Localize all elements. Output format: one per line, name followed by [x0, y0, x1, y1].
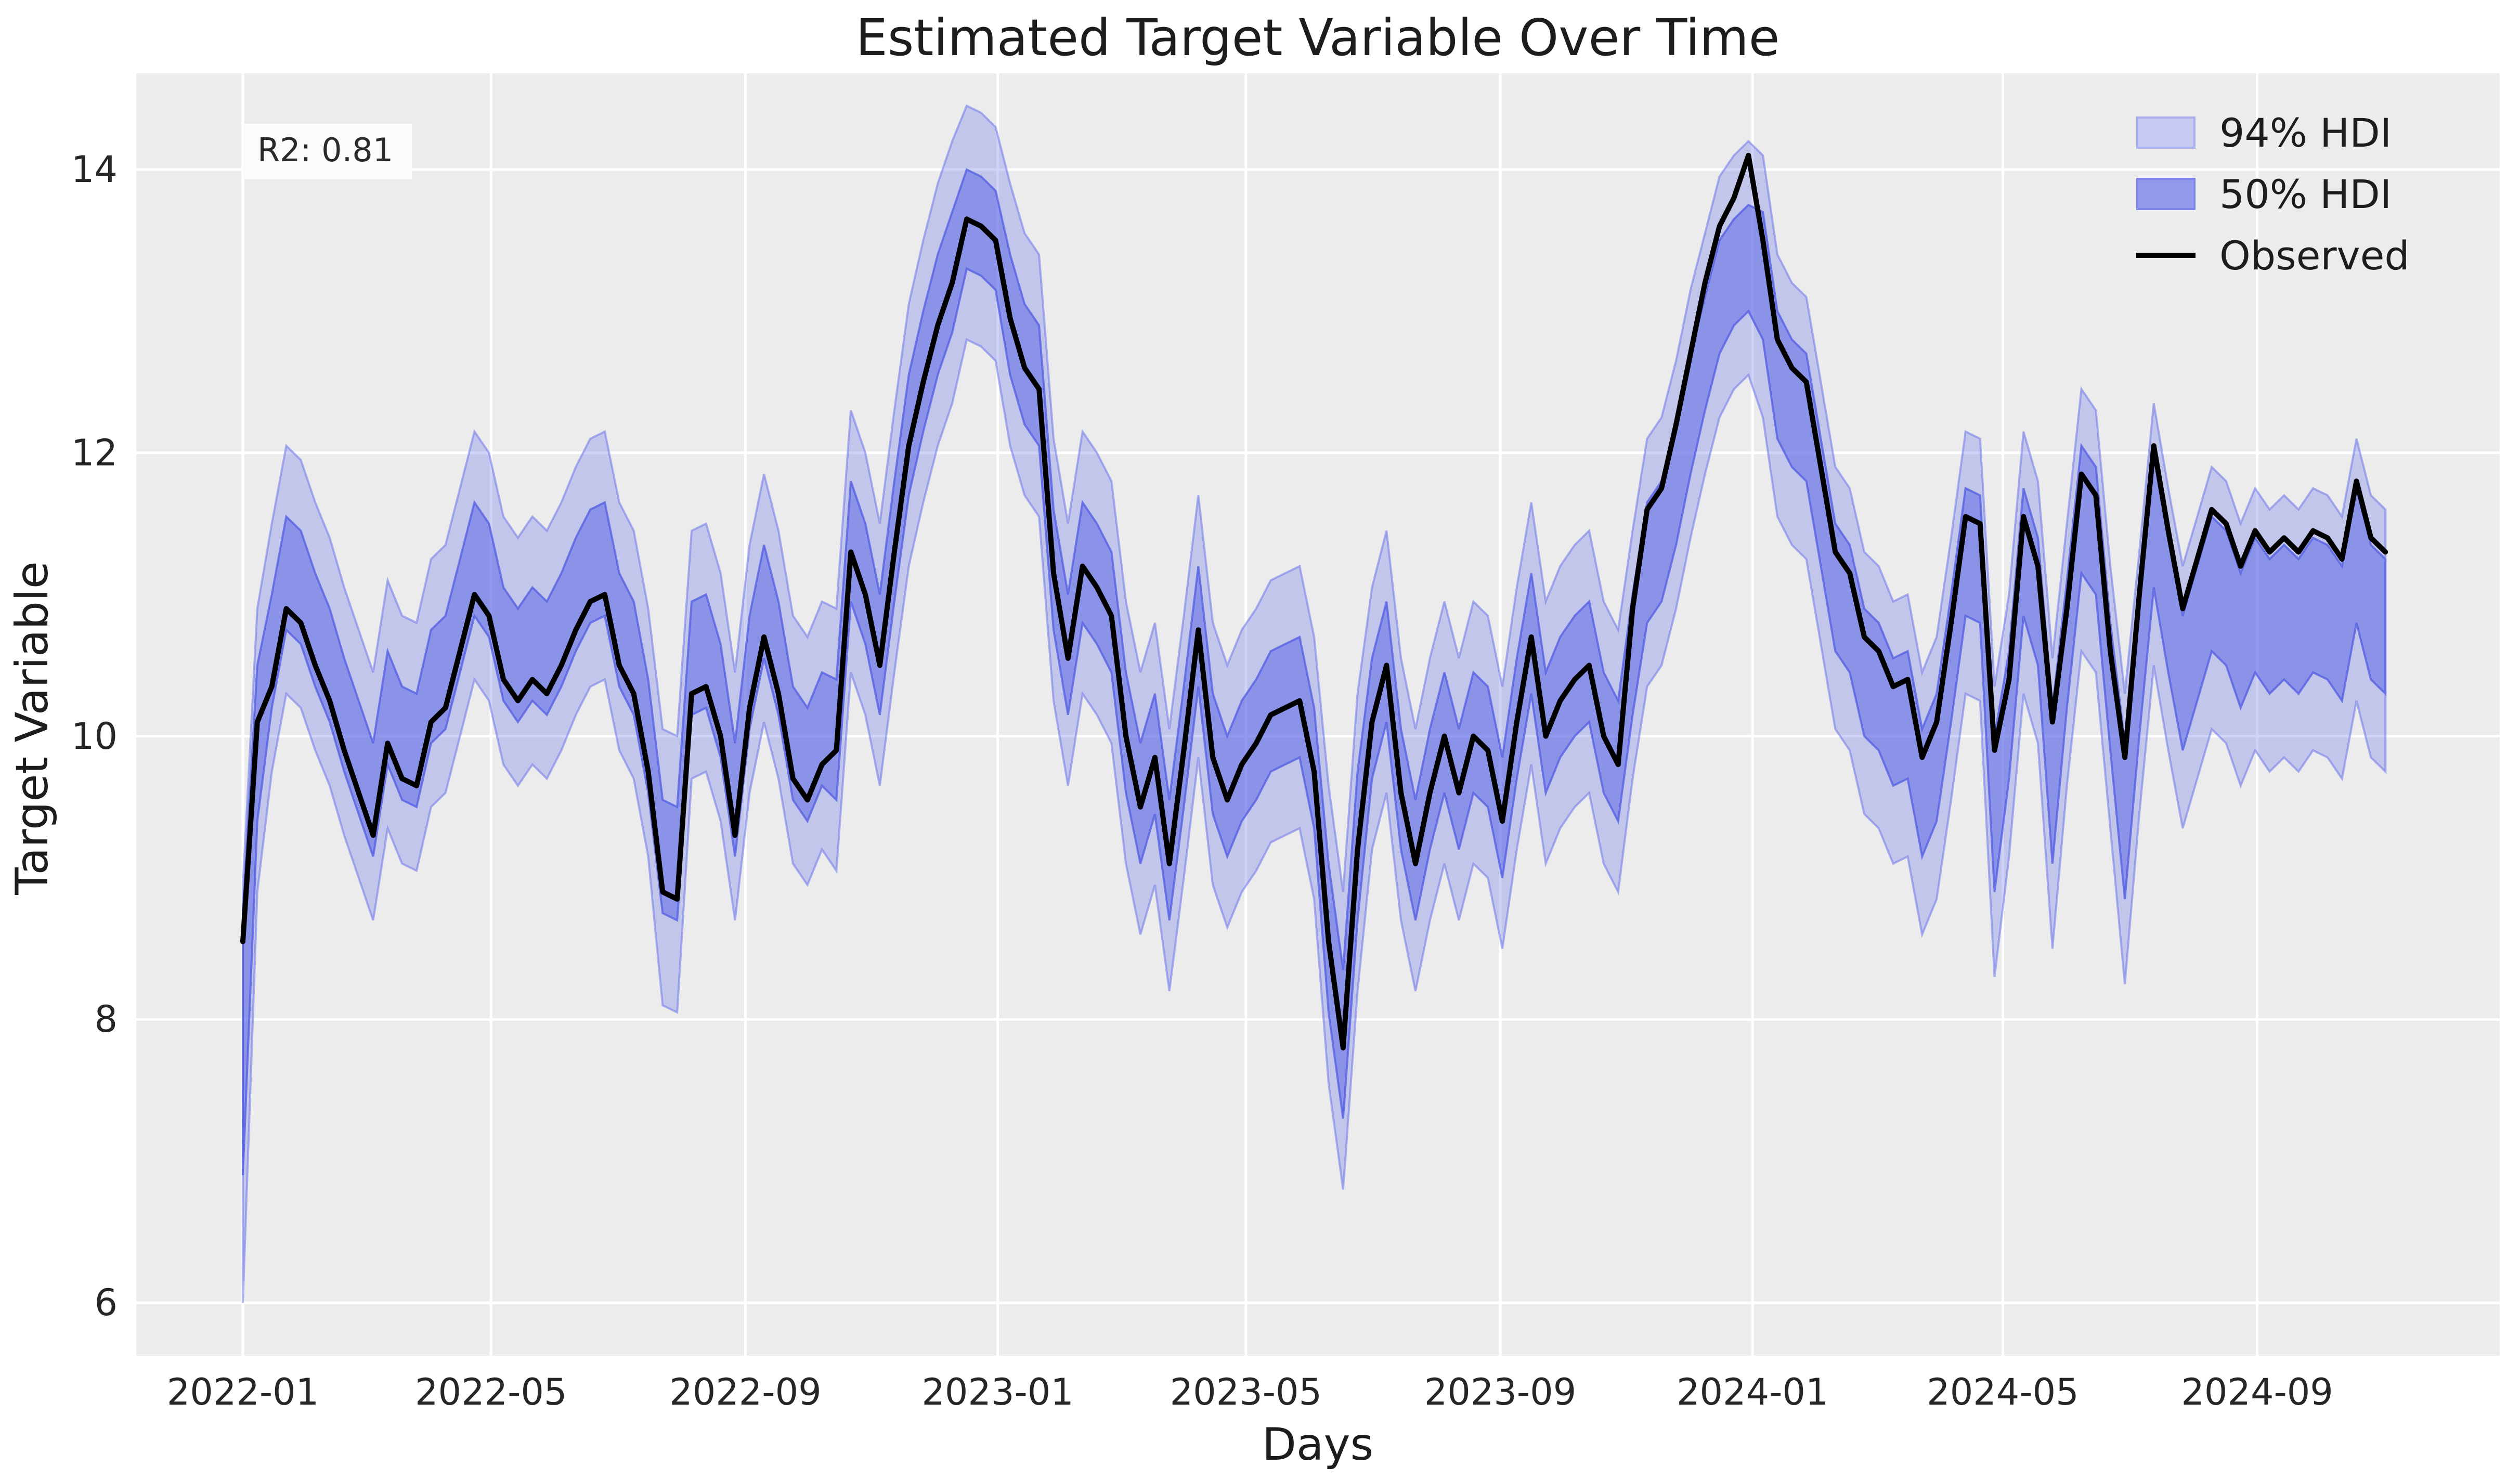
chart-title: Estimated Target Variable Over Time — [855, 8, 1780, 67]
observed-line — [240, 152, 2388, 1050]
y-tick-label: 14 — [71, 148, 118, 191]
r2-annotation: R2: 0.81 — [243, 124, 412, 179]
legend-item: 50% HDI — [2136, 163, 2410, 225]
legend-item: 94% HDI — [2136, 102, 2410, 163]
legend: 94% HDI 50% HDI Observed — [2136, 102, 2410, 286]
y-tick-label: 8 — [94, 998, 118, 1041]
legend-line-swatch — [2136, 253, 2196, 258]
legend-band-swatch — [2136, 116, 2196, 149]
legend-label: Observed — [2219, 232, 2410, 279]
y-tick-label: 10 — [71, 715, 118, 758]
x-tick-label: 2023-01 — [921, 1371, 1074, 1413]
x-tick-label: 2023-09 — [1424, 1371, 1577, 1413]
hdi50-band — [242, 168, 2387, 1176]
legend-band-swatch — [2136, 178, 2196, 210]
y-tick-label: 12 — [71, 431, 118, 474]
x-tick-label: 2022-09 — [669, 1371, 822, 1413]
x-tick-label: 2022-05 — [414, 1371, 567, 1413]
x-tick-label: 2024-09 — [2181, 1371, 2333, 1413]
legend-label: 94% HDI — [2219, 109, 2392, 156]
x-axis-label: Days — [1262, 1419, 1374, 1471]
y-tick-label: 6 — [94, 1281, 118, 1325]
x-tick-label: 2024-05 — [1927, 1371, 2079, 1413]
plot-background — [136, 73, 2500, 1356]
x-tick-label: 2022-01 — [166, 1371, 319, 1413]
x-tick-label: 2023-05 — [1170, 1371, 1322, 1413]
legend-label: 50% HDI — [2219, 171, 2392, 217]
x-tick-label: 2024-01 — [1676, 1371, 1829, 1413]
legend-item: Observed — [2136, 225, 2410, 286]
